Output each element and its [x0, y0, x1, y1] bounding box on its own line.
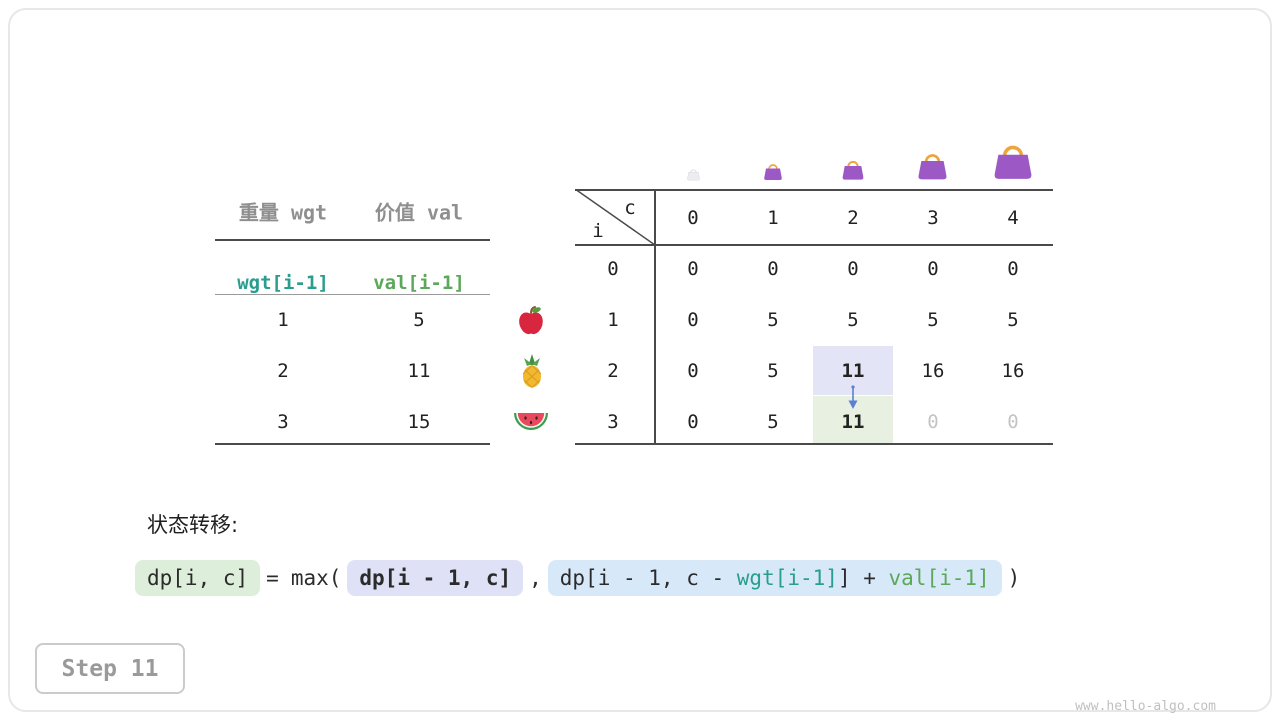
items-formula-val: val[i-1]	[373, 272, 465, 294]
dp-cell-r3-c1: 5	[767, 411, 779, 433]
dp-corner-row-label: i	[592, 220, 604, 242]
dp-row-header-3: 3	[607, 411, 619, 433]
transition-arrow-down-icon	[848, 385, 858, 409]
dp-row-header-1: 1	[607, 309, 619, 331]
dp-cell-r0-c4: 0	[1007, 258, 1019, 280]
formula-max-open: max(	[290, 566, 342, 590]
items-col-header-value: 价值 val	[374, 200, 464, 225]
watermark: www.hello-algo.com	[1075, 699, 1216, 714]
dp-cell-r0-c1: 0	[767, 258, 779, 280]
bag-size-3-icon	[915, 149, 950, 185]
dp-row-header-0: 0	[607, 258, 619, 280]
formula-lhs: dp[i, c]	[135, 560, 261, 596]
formula-arg1: dp[i - 1, c]	[347, 560, 524, 596]
formula-arg2: dp[i - 1, c - wgt[i-1]] + val[i-1]	[547, 560, 1002, 596]
item-row-3-weight: 3	[277, 411, 289, 433]
dp-cell-r3-c3: 0	[927, 411, 939, 433]
dp-cell-r3-c0: 0	[687, 411, 699, 433]
formula-arg2-prefix: dp[i - 1, c -	[559, 566, 737, 590]
formula-arg2-mid: ] +	[837, 566, 889, 590]
dp-cell-r2-c1: 5	[767, 360, 779, 382]
item-row-3-value: 15	[407, 411, 431, 433]
item-row-2-value: 11	[407, 360, 431, 382]
dp-table-vertical-line	[654, 189, 656, 445]
dp-cell-r3-c4: 0	[1007, 411, 1019, 433]
dp-corner-col-label: c	[624, 197, 636, 219]
formula-equals: =	[266, 566, 279, 590]
dp-corner-diagonal-line	[575, 189, 655, 246]
dp-cell-r1-c2: 5	[847, 309, 859, 331]
dp-cell-r0-c2: 0	[847, 258, 859, 280]
dp-cell-r2-c3: 16	[921, 360, 945, 382]
dp-cell-r0-c0: 0	[687, 258, 699, 280]
dp-cell-r1-c4: 5	[1007, 309, 1019, 331]
state-transition-title: 状态转移:	[147, 513, 239, 537]
bag-size-1-icon	[762, 161, 784, 185]
dp-cell-r0-c3: 0	[927, 258, 939, 280]
dp-col-header-3: 3	[927, 207, 939, 229]
formula-arg2-val: val[i-1]	[888, 566, 990, 590]
bag-empty-icon	[686, 166, 701, 185]
item-row-1-value: 5	[413, 309, 425, 331]
dp-col-header-4: 4	[1007, 207, 1019, 229]
dp-table-top-line	[575, 189, 1053, 191]
dp-cell-r1-c0: 0	[687, 309, 699, 331]
dp-cell-r1-c3: 5	[927, 309, 939, 331]
items-table-bottom-line	[215, 443, 490, 445]
items-col-header-weight: 重量 wgt	[238, 200, 328, 225]
dp-row-header-2: 2	[607, 360, 619, 382]
dp-table-bottom-line	[575, 443, 1053, 445]
watermelon-icon	[513, 409, 549, 433]
apple-icon	[515, 304, 547, 336]
dp-cell-r3-c2-highlighted: 11	[841, 411, 865, 433]
item-row-1-weight: 1	[277, 309, 289, 331]
item-row-2-weight: 2	[277, 360, 289, 382]
pineapple-icon	[516, 353, 548, 389]
dp-cell-r2-c0: 0	[687, 360, 699, 382]
bag-size-2-icon	[840, 157, 866, 185]
bag-size-4-icon	[990, 139, 1036, 185]
formula-arg2-wgt: wgt[i-1]	[736, 566, 838, 590]
dp-cell-r2-c4: 16	[1001, 360, 1025, 382]
dp-cell-r1-c1: 5	[767, 309, 779, 331]
items-formula-wgt: wgt[i-1]	[237, 272, 329, 294]
dp-col-header-2: 2	[847, 207, 859, 229]
dp-cell-r2-c2-highlighted: 11	[841, 360, 865, 382]
state-transition-formula: dp[i, c] = max( dp[i - 1, c] , dp[i - 1,…	[135, 560, 1026, 596]
dp-col-header-0: 0	[687, 207, 699, 229]
diagram-card	[8, 8, 1272, 712]
formula-close-paren: )	[1007, 566, 1021, 590]
items-table-sub-line	[215, 294, 490, 295]
dp-table-header-line	[575, 244, 1053, 246]
dp-col-header-1: 1	[767, 207, 779, 229]
formula-comma: ,	[529, 566, 542, 590]
step-badge: Step 11	[35, 643, 185, 694]
items-table-header-line	[215, 239, 490, 241]
